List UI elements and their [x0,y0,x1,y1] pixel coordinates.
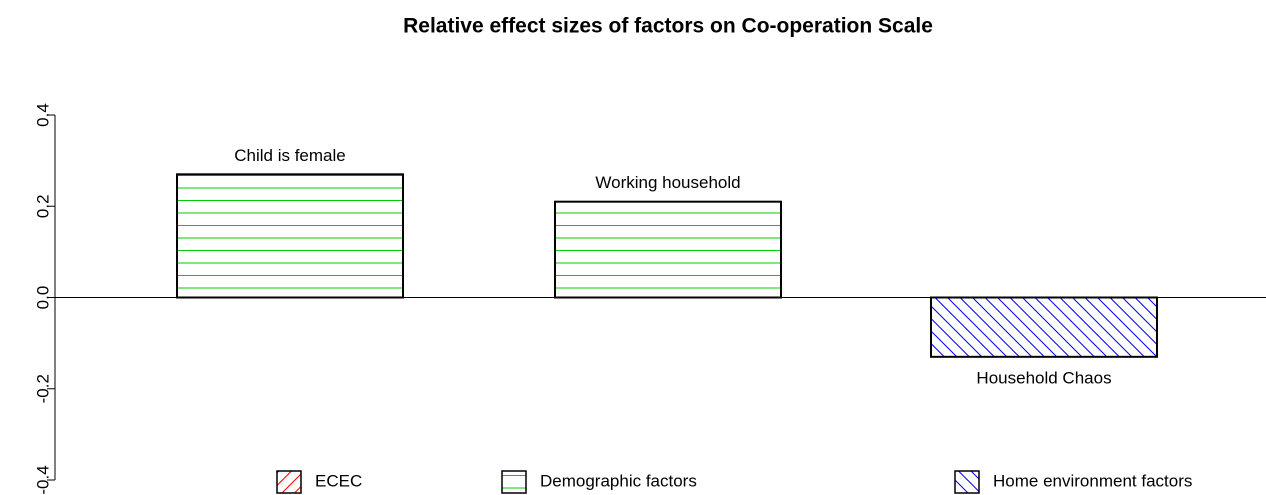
legend-swatch [276,470,302,494]
y-tick-label: -0.4 [33,465,52,494]
bar-label: Child is female [234,146,346,165]
bar-label: Household Chaos [976,368,1111,387]
bar-label: Working household [595,173,740,192]
legend-label: Demographic factors [540,471,697,490]
legend-swatch [501,470,527,494]
bar [176,173,404,299]
y-tick-label: -0.2 [33,374,52,403]
legend-swatch [954,470,980,494]
y-tick-label: 0.2 [33,194,52,218]
y-tick-label: 0.0 [33,286,52,310]
chart-title: Relative effect sizes of factors on Co-o… [403,15,933,38]
bar [930,296,1158,358]
bar [554,200,782,299]
y-tick-label: 0.4 [33,103,52,127]
legend-label: Home environment factors [993,471,1192,490]
legend-label: ECEC [315,471,362,490]
